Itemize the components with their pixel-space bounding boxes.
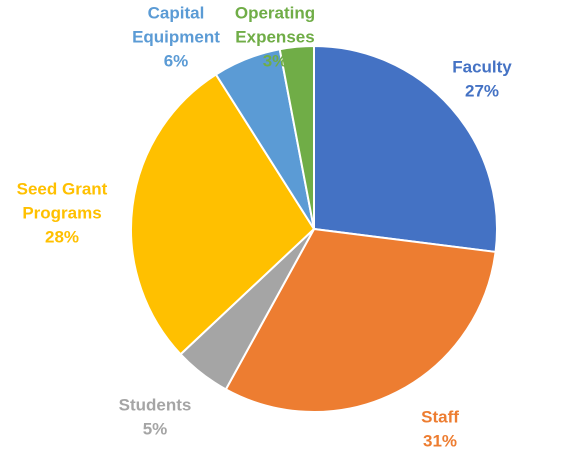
data-label-name-operating-expenses: Operating	[235, 3, 315, 22]
data-label-value-students: 5%	[143, 419, 168, 438]
data-label-name-staff: Staff	[421, 407, 459, 426]
data-label-name-capital-equipment: Capital	[148, 3, 205, 22]
data-label-value-capital-equipment: 6%	[164, 51, 189, 70]
data-label-name-seed-grant-programs: Seed Grant	[17, 179, 108, 198]
pie-slices	[130, 45, 499, 413]
data-label-value-faculty: 27%	[465, 81, 499, 100]
slice-staff	[224, 228, 497, 413]
slice-seed-grant-programs	[130, 73, 315, 356]
pie-data-labels: Faculty 27% Staff 31% Students 5% Seed Grant Pr…	[17, 3, 513, 450]
data-label-value-seed-grant-programs: 28%	[45, 227, 79, 246]
data-label-value-operating-expenses: 3%	[263, 51, 288, 70]
data-label-name-students: Students	[119, 395, 192, 414]
data-label-name-operating-expenses: Expenses	[235, 27, 314, 46]
data-label-name-seed-grant-programs: Programs	[22, 203, 101, 222]
data-label-name-capital-equipment: Equipment	[132, 27, 220, 46]
data-label-value-staff: 31%	[423, 431, 457, 450]
slice-faculty	[313, 45, 499, 253]
data-label-name-faculty: Faculty	[452, 57, 512, 76]
slice-operating-expenses	[278, 45, 315, 230]
